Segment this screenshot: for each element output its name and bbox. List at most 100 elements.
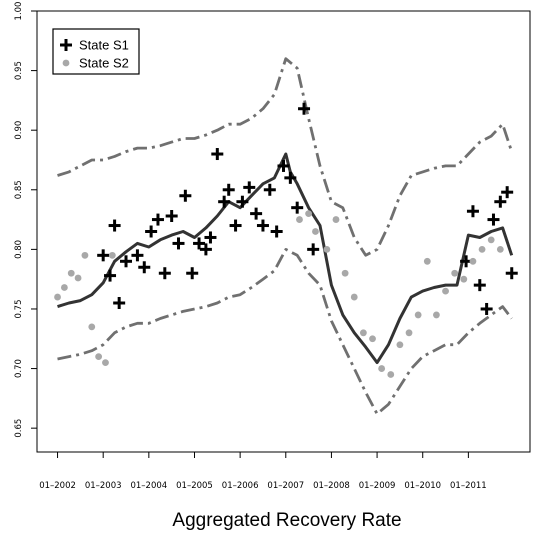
s1-point [120,255,133,268]
y-tick-label: 0.65 [14,419,24,438]
s1-point [229,219,242,232]
s1-point [291,201,304,214]
s2-point [60,284,68,291]
s2-point [341,269,349,277]
s1-point [145,225,158,238]
s2-point [67,269,75,277]
x-tick-label: 01–2006 [222,481,259,491]
s1-point [108,219,121,232]
x-tick-label: 01–2010 [404,481,441,491]
series-4 [54,210,504,378]
s1-point [250,207,263,220]
series-3 [97,102,518,315]
s2-point [442,287,449,295]
legend: State S1 State S2 [52,28,140,75]
s1-point [211,148,224,161]
y-tick-label: 0.95 [14,61,24,80]
y-tick-label: 1.00 [14,2,24,21]
s1-point [193,237,206,250]
s1-point [218,195,231,208]
s2-point [350,293,358,301]
x-tick-label: 01–2009 [359,481,396,491]
s1-point [277,159,290,172]
s1-point [138,261,151,274]
x-tick-label: 01–2008 [313,481,350,491]
s1-point [104,269,117,282]
s2-point [378,365,386,372]
s1-point [284,171,297,184]
s2-point [405,329,413,337]
x-tick-label: 01–2003 [85,481,122,491]
s2-point [332,216,340,223]
y-tick-label: 0.85 [14,180,24,199]
s2-point [451,269,459,277]
s1-point [158,267,171,280]
s1-point [270,225,283,238]
s1-point [165,210,178,223]
legend-marker-plus [60,39,72,51]
s1-point [172,237,185,250]
s2-point [296,216,303,223]
s2-point [478,245,486,253]
x-axis-label: Aggregated Recovery Rate [172,510,401,531]
legend-box [52,28,140,75]
x-tick-label: 01–2004 [130,481,167,491]
s2-point [414,311,422,319]
s2-point [74,274,82,282]
series-1 [57,57,514,257]
y-axis: 0.65 0.70 0.75 0.80 0.85 0.90 0.95 1.00 [14,2,37,438]
x-axis: 01–2002 01–2003 01–2004 01–2005 01–2006 01–20… [39,452,487,491]
s1-point [473,279,486,292]
series-layer [54,57,518,416]
s2-point [88,323,96,331]
s2-point [487,236,495,244]
s1-point [487,213,500,226]
legend-item: State S1 [60,38,129,53]
legend-marker-circle [62,59,70,67]
s1-point [236,195,249,208]
s1-point [307,243,320,256]
s1-point [298,102,311,115]
mean-line [57,152,514,365]
s2-point [423,257,431,265]
y-tick-label: 0.75 [14,300,24,319]
s1-point [179,189,192,202]
s1-point [243,181,256,194]
s2-point [396,341,404,349]
s1-point [204,231,217,244]
s1-point [501,186,514,199]
x-tick-label: 01–2007 [267,481,304,491]
y-tick-label: 0.90 [14,121,24,140]
s2-point [312,228,319,235]
s1-point [466,205,479,218]
series-0 [57,152,514,365]
s1-point [113,297,126,310]
s1-point [505,267,518,280]
s2-point [323,245,331,253]
s2-point [81,251,89,259]
legend-item: State S2 [62,56,129,71]
y-tick-label: 0.80 [14,240,24,259]
s2-point [433,311,440,319]
s2-point [95,353,103,361]
s1-point [131,249,144,262]
s2-point [460,275,468,283]
plot-frame [36,10,531,453]
upper-band-line [57,57,514,257]
s2-point [54,293,61,301]
s1-point [151,213,164,226]
s1-point [97,249,110,262]
s2-point [102,359,109,367]
s1-point [480,302,493,315]
s2-point [305,210,313,218]
s1-point [256,219,269,232]
s1-point [199,243,212,256]
s2-point [359,329,367,337]
s1-point [494,195,507,208]
s1-point [263,183,276,196]
x-tick-label: 01–2011 [450,481,487,491]
lower-band-line [57,247,513,416]
s2-point [387,371,395,378]
y-tick-label: 0.70 [14,359,24,378]
